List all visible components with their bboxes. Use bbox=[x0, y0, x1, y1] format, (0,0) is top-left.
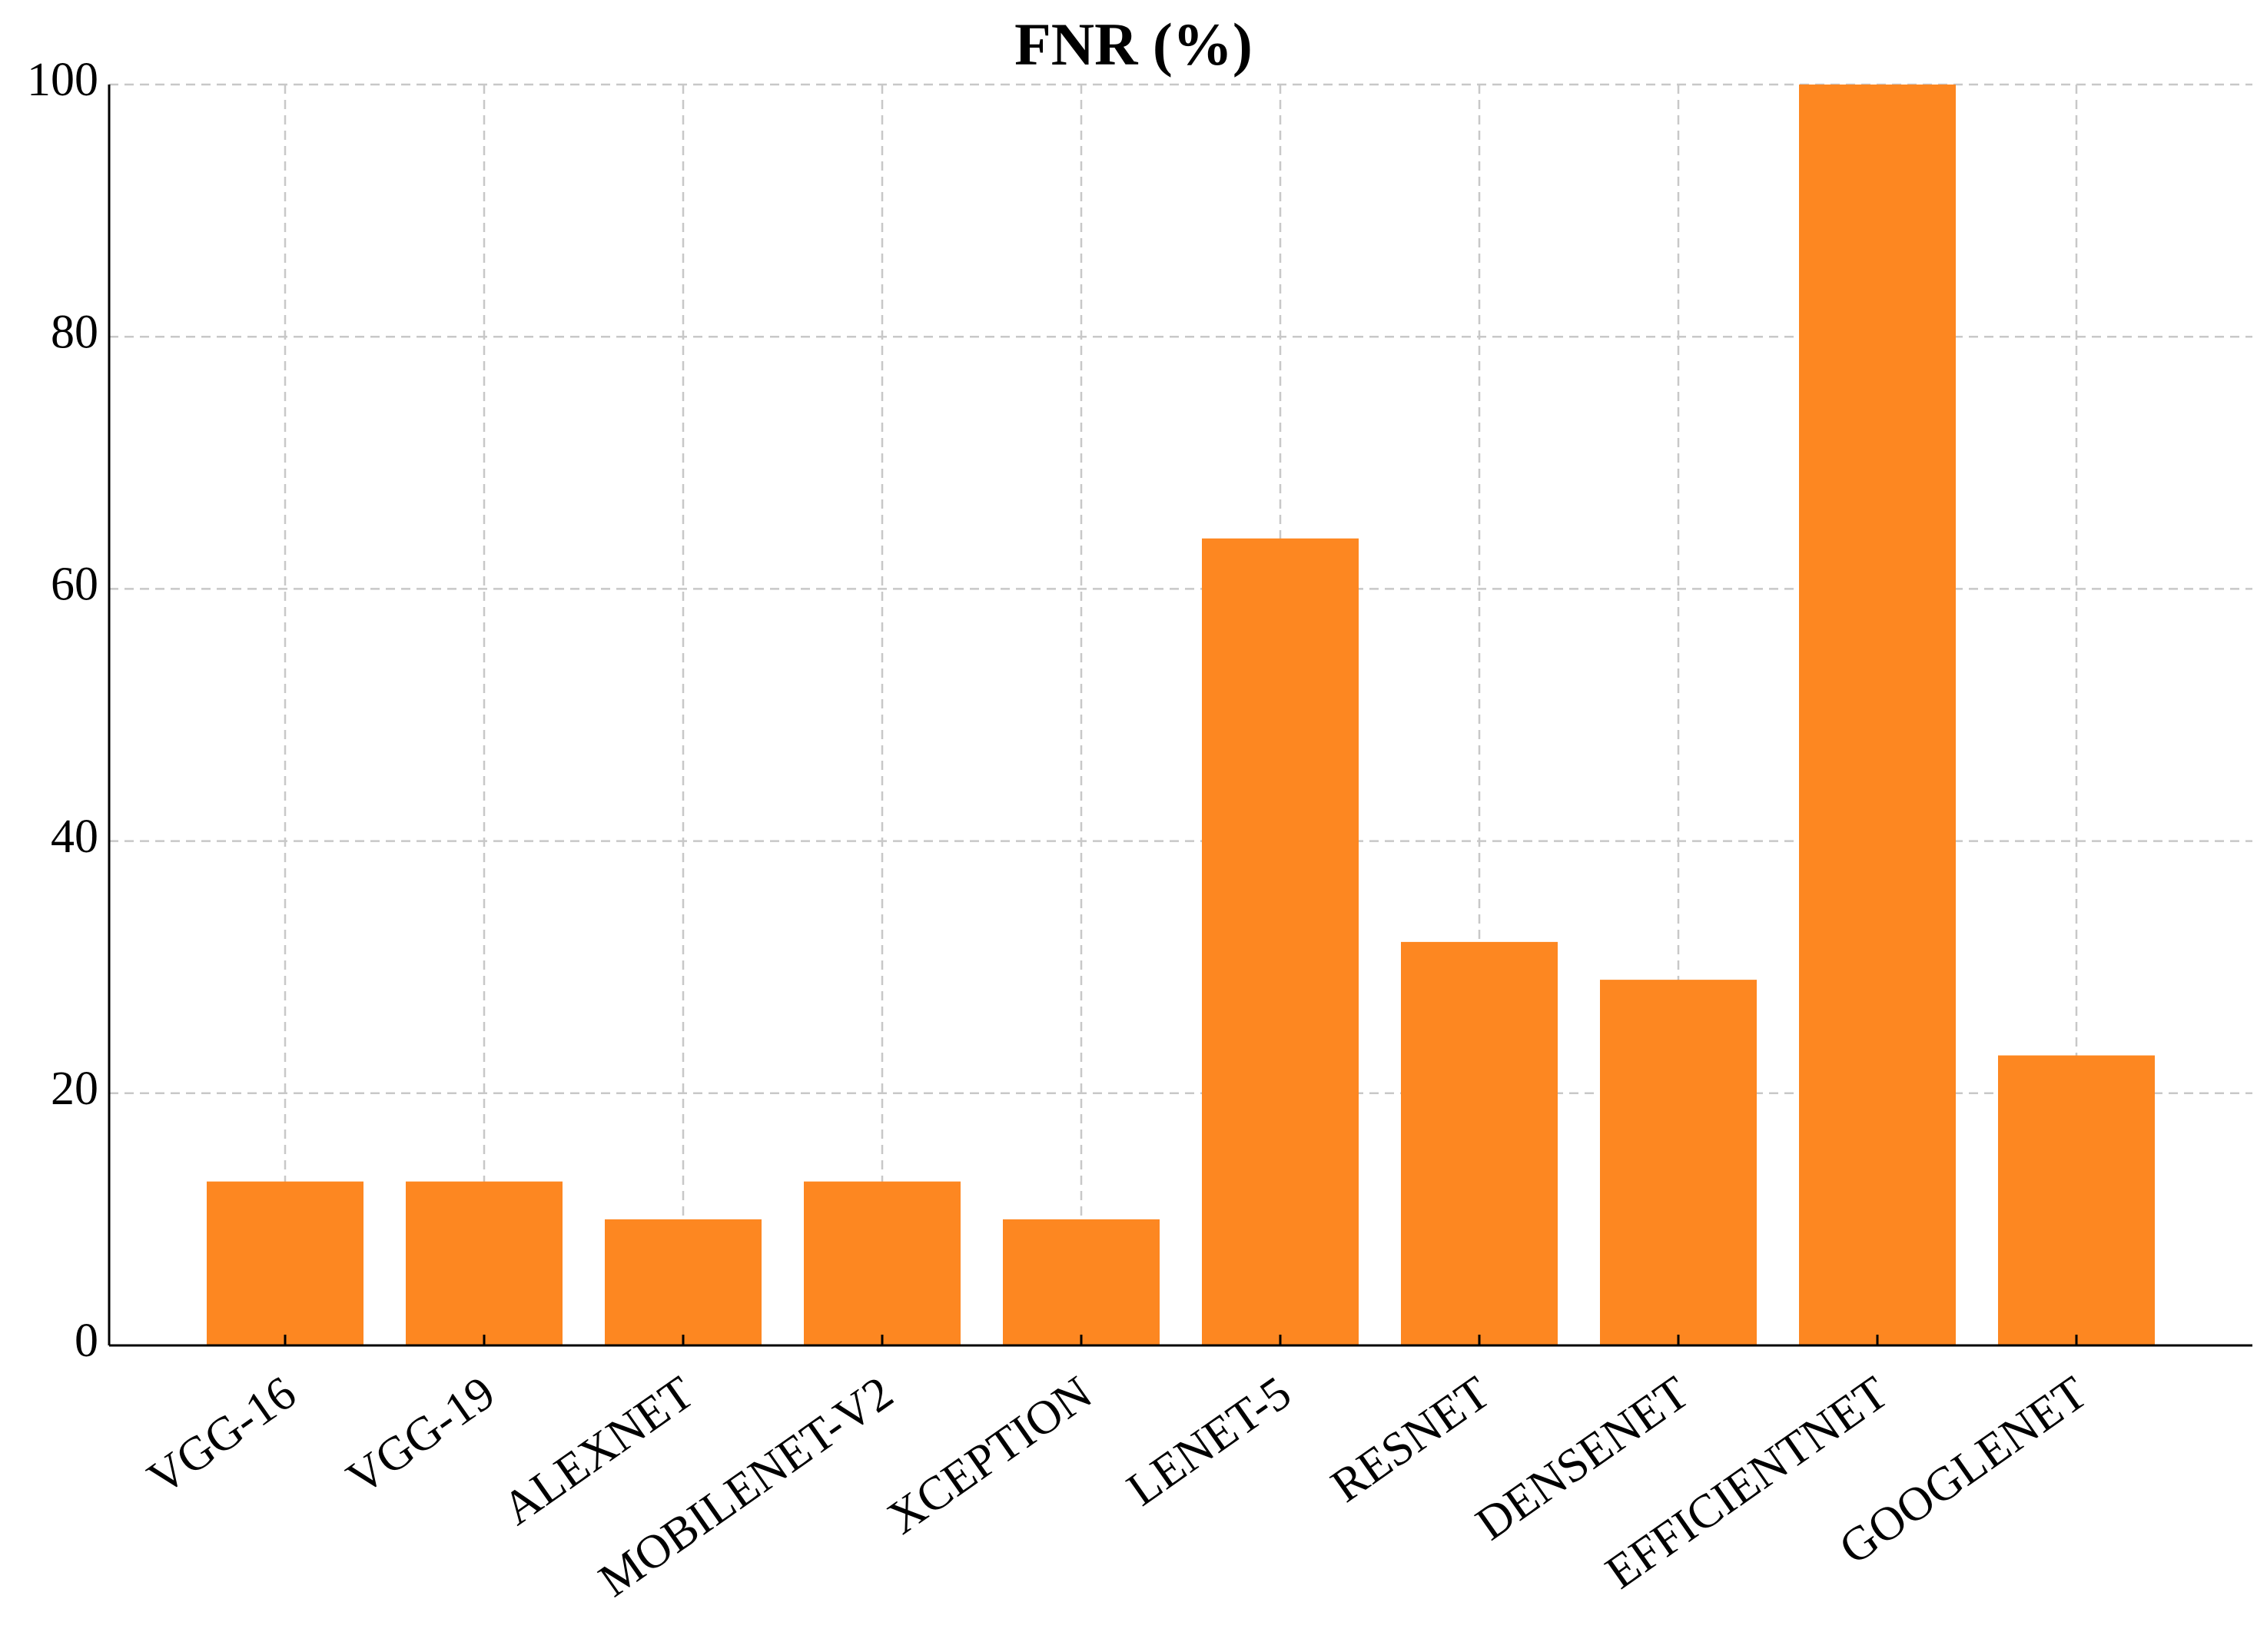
bar bbox=[1003, 1219, 1160, 1345]
y-tick-label: 100 bbox=[27, 54, 98, 106]
x-tick-label: RESNET bbox=[1322, 1366, 1499, 1512]
y-tick-label: 0 bbox=[75, 1315, 98, 1367]
bar bbox=[605, 1219, 762, 1345]
x-tick-label: VGG-19 bbox=[337, 1366, 504, 1504]
x-tick-label: VGG-16 bbox=[138, 1366, 305, 1504]
bar bbox=[1202, 538, 1359, 1345]
y-tick-label: 60 bbox=[51, 559, 98, 611]
bar bbox=[406, 1181, 563, 1345]
bar bbox=[1799, 85, 1956, 1345]
bar bbox=[1998, 1055, 2155, 1345]
chart-title: FNR (%) bbox=[1014, 11, 1253, 78]
y-tick-label: 20 bbox=[51, 1063, 98, 1115]
bar bbox=[1600, 980, 1757, 1345]
bar bbox=[804, 1181, 961, 1345]
y-tick-label: 40 bbox=[51, 811, 98, 863]
bar bbox=[207, 1181, 363, 1345]
y-tick-label: 80 bbox=[51, 306, 98, 358]
bar bbox=[1401, 941, 1558, 1345]
x-tick-label: XCEPTION bbox=[878, 1366, 1101, 1544]
x-tick-label: LENET-5 bbox=[1118, 1366, 1300, 1516]
